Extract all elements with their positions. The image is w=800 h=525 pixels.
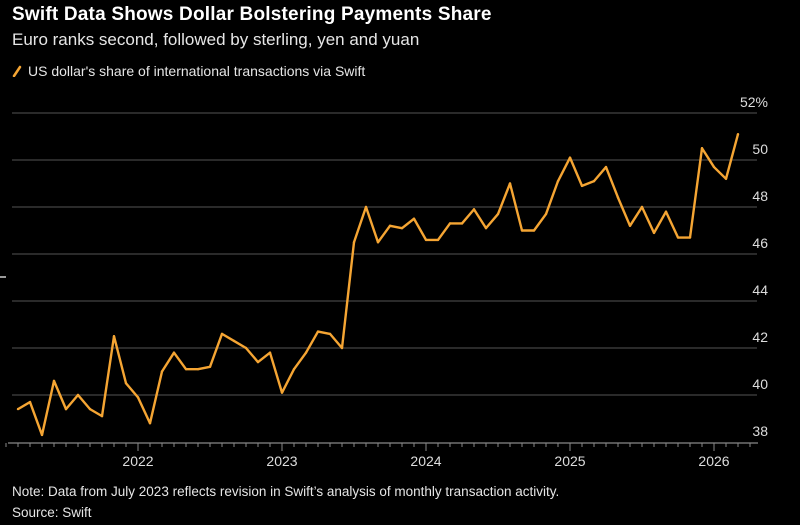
data-point [436, 238, 440, 242]
legend-label: US dollar's share of international trans… [28, 63, 366, 79]
data-point [628, 224, 632, 227]
data-point [736, 132, 740, 136]
data-point [604, 165, 608, 169]
data-point [148, 422, 152, 425]
data-point [88, 407, 92, 411]
data-point [364, 205, 368, 209]
y-tick-label: 44 [752, 282, 768, 298]
data-point [568, 156, 572, 159]
data-point [592, 179, 596, 183]
data-point [556, 179, 560, 183]
data-point [328, 332, 332, 336]
legend-line-icon [12, 65, 22, 77]
data-point [352, 241, 356, 244]
data-point [268, 351, 272, 354]
data-point [124, 382, 128, 385]
y-tick-label: 50 [752, 141, 768, 157]
data-point [160, 370, 164, 373]
y-tick-label: 40 [752, 376, 768, 392]
data-point [340, 346, 344, 350]
data-point [28, 400, 32, 404]
data-point [616, 196, 620, 199]
data-point [184, 367, 188, 371]
data-point [256, 360, 260, 364]
data-point [496, 212, 500, 216]
data-point [196, 367, 200, 371]
data-point [448, 222, 452, 225]
data-point [112, 335, 116, 338]
data-point [520, 229, 524, 232]
data-point [100, 414, 104, 418]
data-point [484, 226, 488, 230]
series-line-usd-share [17, 133, 740, 437]
data-point [424, 238, 428, 242]
data-point [664, 210, 668, 213]
data-point [700, 147, 704, 150]
x-tick-label: 2022 [122, 453, 153, 469]
data-point [640, 205, 644, 209]
y-tick-label: 52% [740, 94, 768, 110]
y-tick-label: 46 [752, 235, 768, 251]
data-point [136, 396, 140, 399]
y-tick-label: 48 [752, 188, 768, 204]
source: Source: Swift [12, 505, 92, 520]
chart-title: Swift Data Shows Dollar Bolstering Payme… [12, 4, 492, 25]
data-point [532, 229, 536, 232]
data-point [232, 339, 236, 343]
data-point [316, 330, 320, 333]
data-point [292, 367, 296, 371]
data-point [688, 236, 692, 239]
data-point [712, 165, 716, 169]
data-point [412, 217, 416, 220]
data-point [544, 212, 548, 216]
data-point [580, 184, 584, 188]
data-point [472, 208, 476, 211]
data-point [40, 433, 44, 437]
data-point [508, 182, 512, 185]
data-point [724, 177, 728, 180]
data-point [244, 346, 248, 350]
data-point [652, 231, 656, 235]
chart-subtitle: Euro ranks second, followed by sterling,… [12, 30, 420, 49]
data-point [64, 407, 68, 411]
data-point [172, 351, 176, 354]
y-tick-label: 42 [752, 329, 768, 345]
data-point [400, 226, 404, 230]
data-point [52, 379, 56, 383]
x-tick-label: 2024 [410, 453, 441, 469]
data-point [280, 391, 284, 394]
data-point [208, 365, 212, 368]
data-point [676, 236, 680, 239]
x-tick-label: 2025 [554, 453, 585, 469]
y-tick-label: 38 [752, 423, 768, 439]
x-tick-label: 2023 [266, 453, 297, 469]
data-point [76, 393, 80, 397]
data-point [220, 332, 224, 336]
data-point [16, 407, 20, 411]
data-point [304, 351, 308, 354]
legend: US dollar's share of international trans… [12, 63, 365, 79]
data-point [460, 222, 464, 225]
footnote: Note: Data from July 2023 reflects revis… [12, 484, 560, 499]
x-tick-label: 2026 [698, 453, 729, 469]
data-point [388, 224, 392, 227]
data-point [376, 241, 380, 244]
